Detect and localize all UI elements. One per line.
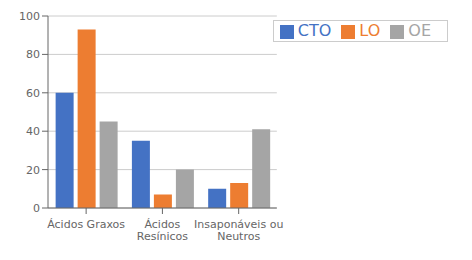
html-text:CTO: CTO: [297, 21, 332, 40]
svg-text:ÁcidosResínicos: ÁcidosResínicos: [137, 218, 189, 244]
svg-text:0: 0: [33, 202, 40, 215]
html-text:LO: LO: [359, 21, 381, 40]
svg-text:100: 100: [19, 10, 40, 23]
html-text:OE: OE: [408, 21, 431, 40]
svg-text:20: 20: [26, 164, 40, 177]
svg-text:60: 60: [26, 87, 40, 100]
svg-text:80: 80: [26, 48, 40, 61]
svg-text:Ácidos Graxos: Ácidos Graxos: [47, 218, 125, 231]
svg-text:40: 40: [26, 125, 40, 138]
svg-text:Insaponáveis ouNeutros: Insaponáveis ouNeutros: [194, 218, 283, 244]
